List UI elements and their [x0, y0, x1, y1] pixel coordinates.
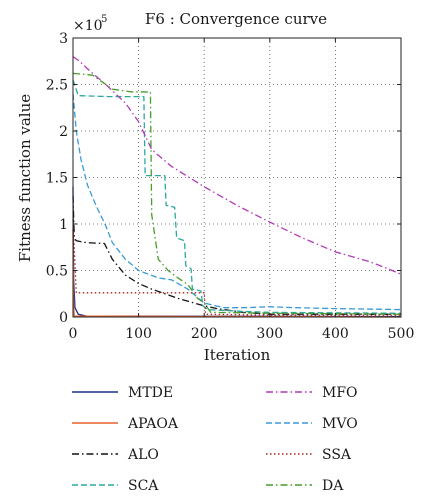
- chart-title: F6 : Convergence curve: [145, 10, 327, 28]
- y-tick-label: 0: [59, 310, 68, 326]
- legend-label: DA: [322, 478, 344, 494]
- series-line-sca: [72, 79, 402, 314]
- y-tick-label: 2: [59, 124, 68, 140]
- y-tick-label: 1: [59, 217, 68, 233]
- series-line-da: [72, 72, 402, 315]
- series-line-mfo: [72, 56, 402, 275]
- y-axis-multiplier: ×10 5: [73, 14, 107, 34]
- legend: MTDE APAOA ALO SCA MFO MVO SSA DA: [72, 385, 358, 494]
- series-line-mtde: [72, 186, 402, 318]
- legend-label: MFO: [322, 385, 358, 401]
- grid: [73, 38, 401, 317]
- legend-label: SCA: [128, 478, 159, 494]
- legend-item-apaoa: APAOA: [72, 416, 179, 432]
- x-axis-label: Iteration: [204, 346, 271, 364]
- series-lines: [72, 56, 402, 318]
- legend-label: MTDE: [128, 385, 173, 401]
- x-tick-label: 0: [69, 326, 78, 342]
- legend-label: ALO: [127, 447, 159, 463]
- legend-item-alo: ALO: [72, 447, 159, 463]
- legend-item-mfo: MFO: [266, 385, 358, 401]
- x-tick-label: 500: [388, 326, 415, 342]
- series-line-apaoa: [72, 228, 402, 318]
- y-axis-label: Fitness function value: [16, 94, 34, 262]
- series-line-ssa: [72, 219, 401, 316]
- legend-item-ssa: SSA: [266, 447, 352, 463]
- legend-item-sca: SCA: [72, 478, 159, 494]
- legend-label: SSA: [322, 447, 352, 463]
- legend-item-mvo: MVO: [266, 416, 358, 432]
- x-tick-label: 400: [322, 326, 349, 342]
- y-multiplier-exponent: 5: [101, 14, 107, 25]
- y-tick-label: 0.5: [46, 264, 68, 280]
- legend-label: MVO: [322, 416, 358, 432]
- y-tick-label: 1.5: [46, 171, 68, 187]
- legend-label: APAOA: [127, 416, 179, 432]
- legend-item-mtde: MTDE: [72, 385, 173, 401]
- y-multiplier-base: ×10: [73, 18, 103, 34]
- y-tick-label: 3: [59, 31, 68, 47]
- x-tick-label: 300: [256, 326, 283, 342]
- legend-item-da: DA: [266, 478, 344, 494]
- axis-ticks: 0 100 200 300 400 500 0 0.5 1 1.5 2 2.5 3: [46, 31, 415, 342]
- x-tick-label: 200: [191, 326, 218, 342]
- series-line-mvo: [72, 93, 402, 311]
- y-tick-label: 2.5: [46, 78, 68, 94]
- x-tick-label: 100: [125, 326, 152, 342]
